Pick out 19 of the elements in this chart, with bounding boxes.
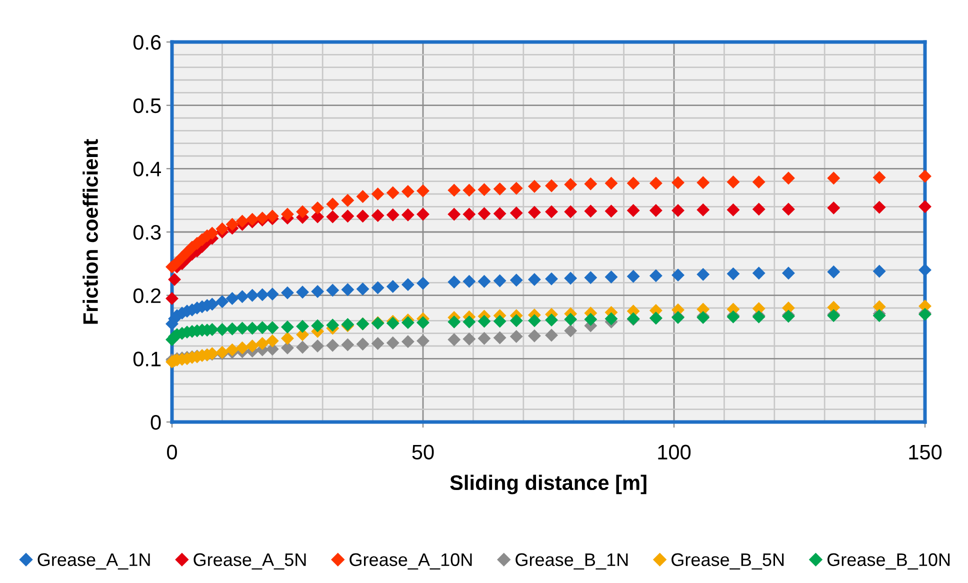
y-tick-label: 0.1 [133, 352, 161, 366]
y-tick-label: 0.4 [133, 162, 161, 176]
y-tick-label: 0.2 [133, 288, 161, 304]
legend-label: Grease_B_5N [672, 553, 784, 570]
x-tick-label: 50 [412, 444, 434, 460]
legend-label: Grease_A_1N [38, 553, 150, 570]
x-tick-label: 150 [909, 444, 942, 460]
y-axis-title: Friction coefficient [82, 139, 98, 324]
legend-label: Grease_A_10N [350, 553, 472, 570]
legend-label: Grease_B_1N [516, 553, 628, 570]
x-tick-label: 0 [167, 444, 177, 460]
x-axis-title: Sliding distance [m] [450, 474, 646, 494]
y-tick-label: 0.5 [133, 98, 161, 114]
legend-label: Grease_A_5N [194, 553, 306, 570]
x-tick-label: 100 [658, 444, 691, 460]
legend-label: Grease_B_10N [827, 553, 950, 570]
y-tick-label: 0.6 [133, 35, 161, 50]
y-tick-label: 0 [150, 415, 161, 430]
y-tick-label: 0.3 [133, 225, 161, 240]
